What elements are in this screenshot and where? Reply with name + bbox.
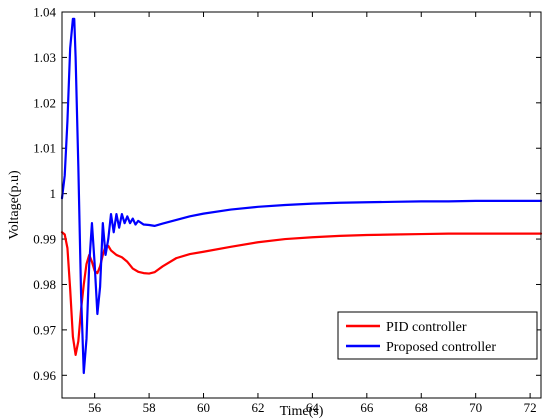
legend: PID controller Proposed controller: [337, 311, 538, 360]
y-tick-label: 1.04: [33, 5, 56, 20]
x-tick-label: 64: [306, 400, 320, 415]
x-tick-label: 70: [469, 400, 482, 415]
x-axis-label: Time(s): [280, 404, 324, 419]
x-tick-label: 72: [524, 400, 537, 415]
x-tick-label: 66: [360, 400, 374, 415]
y-tick-label: 1: [50, 186, 57, 201]
y-axis-ticks: 0.96 0.97 0.98 0.99 1 1.01 1.02 1.03 1.04: [33, 5, 541, 383]
y-tick-label: 0.97: [33, 322, 56, 337]
legend-label-proposed: Proposed controller: [386, 340, 496, 355]
series-layer: [60, 17, 543, 375]
y-tick-label: 0.98: [33, 277, 56, 292]
y-tick-label: 0.96: [33, 368, 56, 383]
y-tick-label: 1.01: [33, 141, 56, 156]
x-tick-label: 58: [143, 400, 156, 415]
legend-label-pid: PID controller: [386, 320, 467, 335]
y-axis-label: Voltage(p.u): [7, 170, 22, 240]
x-tick-label: 62: [251, 400, 264, 415]
y-tick-label: 1.03: [33, 50, 56, 65]
x-axis-ticks: 56 58 60 62 64 66 68 70 72: [88, 12, 537, 415]
y-tick-label: 0.99: [33, 232, 56, 247]
y-tick-label: 1.02: [33, 95, 56, 110]
x-tick-label: 60: [197, 400, 210, 415]
x-tick-label: 68: [415, 400, 428, 415]
plot-frame: [61, 11, 542, 399]
legend-box: [337, 311, 538, 360]
series-line-proposed: [60, 17, 543, 375]
x-tick-label: 56: [88, 400, 102, 415]
